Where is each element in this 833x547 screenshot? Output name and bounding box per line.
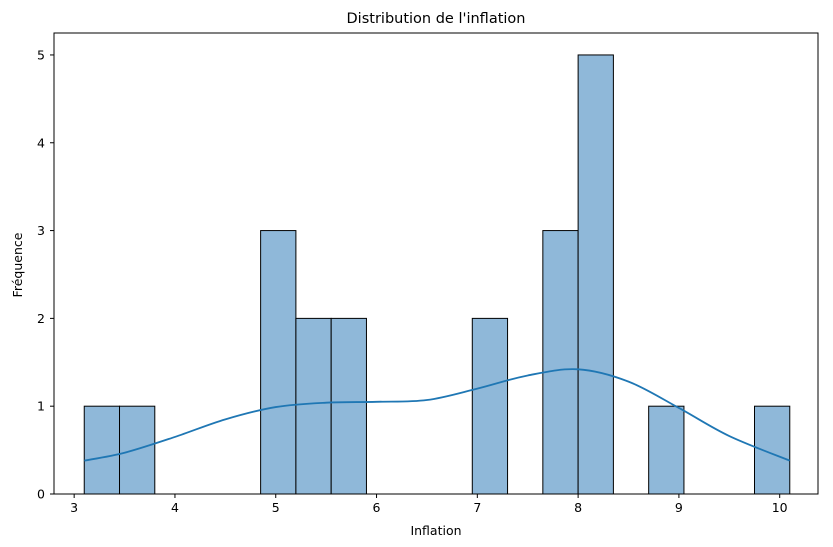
y-tick-label: 3	[37, 223, 45, 238]
y-axis-label: Fréquence	[10, 232, 25, 297]
axes	[53, 32, 819, 495]
x-tick-label: 8	[574, 500, 582, 515]
histogram-bar	[330, 317, 367, 495]
kde-layer	[84, 368, 791, 462]
x-tick-label: 3	[70, 500, 78, 515]
histogram-bar	[754, 405, 791, 495]
x-tick-label: 4	[171, 500, 179, 515]
x-tick-label: 10	[772, 500, 788, 515]
histogram-bar	[119, 405, 156, 495]
histogram-bar	[577, 54, 614, 495]
y-tick-label: 2	[37, 311, 45, 326]
x-tick-label: 9	[675, 500, 683, 515]
histogram-bar	[542, 230, 579, 495]
x-axis-label: Inflation	[410, 523, 461, 538]
histogram-bar	[648, 405, 685, 495]
x-tick-label: 5	[272, 500, 280, 515]
y-tick-label: 4	[37, 135, 45, 150]
histogram-bar	[471, 317, 509, 495]
histogram-bar	[83, 405, 121, 495]
histogram-bar	[260, 230, 297, 495]
histogram-bar	[295, 317, 332, 495]
x-tick-label: 7	[473, 500, 481, 515]
y-tick-label: 0	[37, 487, 45, 502]
chart-title: Distribution de l'inflation	[347, 11, 526, 27]
x-tick-label: 6	[373, 500, 381, 515]
ticks-layer: 3 4 5 6 7 8 9 10 0 1 2 3 4 5	[37, 47, 788, 515]
kde-curve	[84, 368, 791, 462]
y-tick-label: 5	[37, 47, 45, 62]
y-tick-label: 1	[37, 399, 45, 414]
plot-frame	[53, 32, 819, 495]
bars-layer	[83, 54, 791, 495]
